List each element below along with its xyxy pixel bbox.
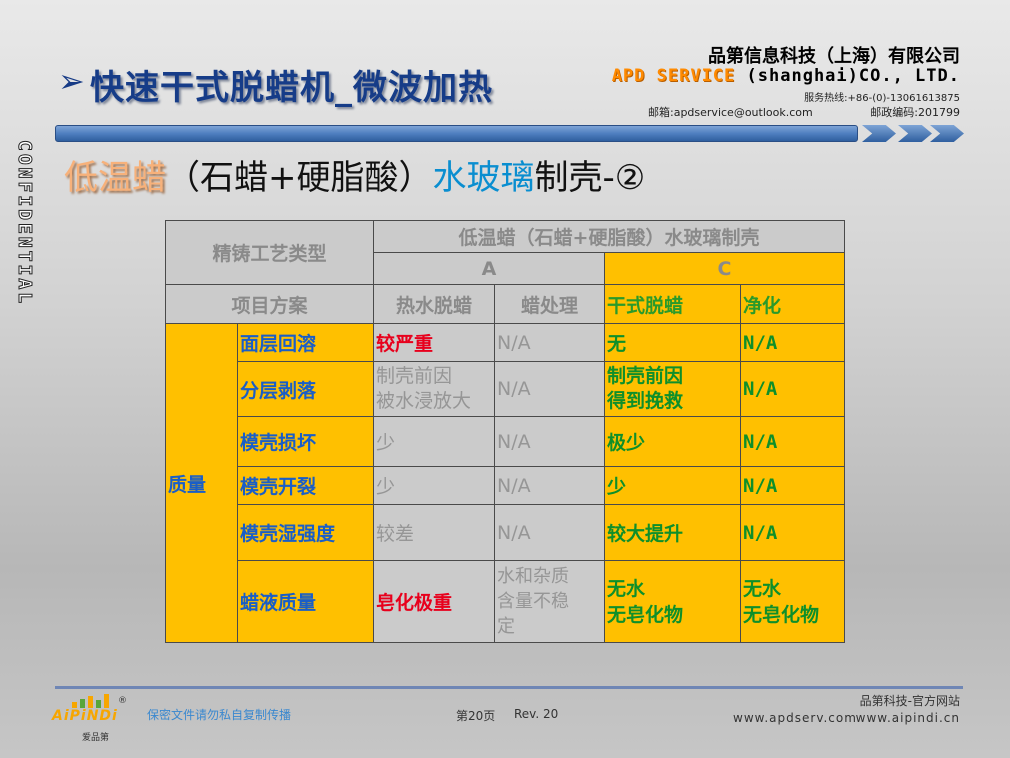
- wax-treatment-header: 蜡处理: [494, 284, 605, 324]
- purify-cell: N/A: [740, 504, 845, 561]
- table-row: 分层剥落 制壳前因 被水浸放大 N/A 制壳前因 得到挽救 N/A: [166, 361, 845, 417]
- company-logo: AiPiNDi: [52, 708, 118, 724]
- wax-treat-cell: N/A: [494, 416, 605, 467]
- hot-water-cell: 较严重: [373, 323, 495, 362]
- dry-dewax-header: 干式脱蜡: [604, 284, 741, 324]
- subtitle-waterglass: 水玻璃: [432, 158, 535, 198]
- logo-icon: [72, 694, 109, 708]
- website-title: 品第科技-官方网站: [859, 694, 960, 708]
- hot-water-cell: 少: [373, 416, 495, 467]
- page-number: 第20页: [456, 709, 496, 723]
- row-item: 面层回溶: [237, 323, 374, 362]
- purify-cell: N/A: [740, 466, 845, 505]
- hot-water-cell: 制壳前因 被水浸放大: [373, 361, 495, 417]
- company-name-en: APD SERVICE (shanghai)CO., LTD.: [612, 66, 960, 86]
- subtitle-composition: （石蜡+硬脂酸）: [166, 158, 433, 198]
- wax-treat-cell: N/A: [494, 361, 605, 417]
- table-row: 模壳开裂 少 N/A 少 N/A: [166, 466, 845, 505]
- process-type-header: 精铸工艺类型: [165, 220, 374, 285]
- website-url-apdserv: www.apdserv.com: [733, 711, 857, 725]
- company-name-cn: 品第信息科技（上海）有限公司: [708, 46, 960, 67]
- company-email: 邮箱:apdservice@outlook.com: [648, 106, 813, 119]
- logo-subtitle: 爱品第: [82, 733, 110, 743]
- section-subtitle: 低温蜡（石蜡+硬脂酸）水玻璃制壳-②: [64, 150, 645, 199]
- row-item: 模壳开裂: [237, 466, 374, 505]
- purify-cell: N/A: [740, 416, 845, 467]
- dry-dewax-cell: 无水 无皂化物: [604, 560, 741, 643]
- table-row: 模壳湿强度 较差 N/A 较大提升 N/A: [166, 504, 845, 561]
- purify-cell: N/A: [740, 323, 845, 362]
- wax-treat-cell: N/A: [494, 504, 605, 561]
- purify-cell: 无水 无皂化物: [740, 560, 845, 643]
- hot-water-cell: 皂化极重: [373, 560, 495, 643]
- row-item: 分层剥落: [237, 361, 374, 417]
- chevron-right-icon: [862, 125, 896, 142]
- footer-divider: [55, 686, 963, 689]
- chevron-right-icon: [930, 125, 964, 142]
- group-c-header: C: [604, 252, 845, 285]
- purify-cell: N/A: [740, 361, 845, 417]
- subtitle-shell: 制壳-②: [534, 158, 646, 198]
- dry-dewax-cell: 较大提升: [604, 504, 741, 561]
- category-quality: 质量: [165, 323, 238, 643]
- dry-dewax-cell: 极少: [604, 416, 741, 467]
- comparison-table: 精铸工艺类型 低温蜡（石蜡+硬脂酸）水玻璃制壳 A C 项目方案 热水脱蜡 蜡处…: [165, 220, 845, 643]
- dry-dewax-cell: 制壳前因 得到挽救: [604, 361, 741, 417]
- table-row: 模壳损坏 少 N/A 极少 N/A: [166, 416, 845, 467]
- row-item: 蜡液质量: [237, 560, 374, 643]
- project-plan-header: 项目方案: [165, 284, 374, 324]
- row-item: 模壳损坏: [237, 416, 374, 467]
- revision: Rev. 20: [514, 707, 559, 721]
- wax-treat-cell: 水和杂质 含量不稳 定: [494, 560, 605, 643]
- row-item: 模壳湿强度: [237, 504, 374, 561]
- hot-water-dewax-header: 热水脱蜡: [373, 284, 495, 324]
- website-url-aipindi: www.aipindi.cn: [855, 711, 960, 725]
- wax-treat-cell: N/A: [494, 323, 605, 362]
- wax-treat-cell: N/A: [494, 466, 605, 505]
- hot-water-cell: 少: [373, 466, 495, 505]
- main-column-header: 低温蜡（石蜡+硬脂酸）水玻璃制壳: [373, 220, 845, 253]
- company-location: (shanghai)CO., LTD.: [746, 66, 960, 86]
- subtitle-wax: 低温蜡: [64, 158, 166, 198]
- header-bar: [55, 125, 858, 142]
- hot-water-cell: 较差: [373, 504, 495, 561]
- registered-mark: ®: [118, 696, 127, 706]
- purify-header: 净化: [740, 284, 845, 324]
- company-hotline: 服务热线:+86-(0)-13061613875: [804, 93, 960, 104]
- company-brand: APD SERVICE: [611, 66, 736, 86]
- slide-title: 快速干式脱蜡机_微波加热: [90, 68, 493, 108]
- chevron-right-icon: [898, 125, 932, 142]
- confidential-notice: 保密文件请勿私自复制传播: [147, 708, 292, 722]
- table-row: 质量 面层回溶 较严重 N/A 无 N/A: [165, 323, 845, 643]
- table-row: 蜡液质量 皂化极重 水和杂质 含量不稳 定 无水 无皂化物 无水 无皂化物: [166, 560, 845, 643]
- company-zipcode: 邮政编码:201799: [870, 106, 960, 119]
- group-a-header: A: [373, 252, 605, 285]
- dry-dewax-cell: 少: [604, 466, 741, 505]
- arrow-bullet-icon: ➢: [58, 62, 85, 100]
- confidential-watermark: CONFIDENTIAL: [14, 139, 36, 307]
- dry-dewax-cell: 无: [604, 323, 741, 362]
